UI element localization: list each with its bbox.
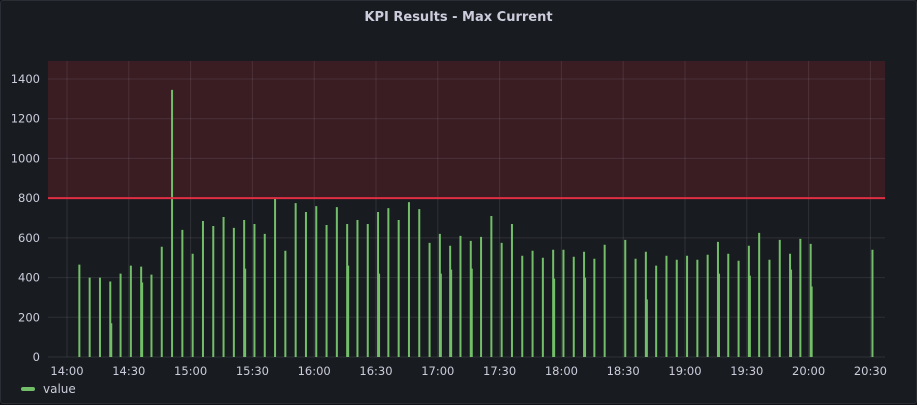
- x-tick-label: 20:30: [854, 364, 887, 378]
- y-tick-label: 200: [18, 310, 40, 324]
- x-tick-label: 15:30: [236, 364, 269, 378]
- y-tick-label: 800: [18, 191, 40, 205]
- x-tick-label: 14:00: [50, 364, 83, 378]
- y-tick-label: 1400: [11, 72, 40, 86]
- y-tick-label: 1000: [11, 151, 40, 165]
- legend-label: value: [43, 382, 76, 396]
- x-tick-label: 17:00: [421, 364, 454, 378]
- legend-item-value[interactable]: value: [21, 382, 76, 396]
- y-tick-label: 1200: [11, 112, 40, 126]
- x-tick-label: 20:00: [792, 364, 825, 378]
- threshold-region: [48, 61, 885, 199]
- x-tick-label: 18:30: [607, 364, 640, 378]
- x-tick-label: 15:00: [174, 364, 207, 378]
- y-tick-label: 400: [18, 271, 40, 285]
- x-tick-label: 14:30: [112, 364, 145, 378]
- legend-swatch: [21, 387, 35, 391]
- x-tick-label: 16:30: [359, 364, 392, 378]
- x-tick-label: 16:00: [298, 364, 331, 378]
- y-tick-label: 0: [33, 350, 40, 364]
- panel-title[interactable]: KPI Results - Max Current: [364, 10, 553, 25]
- x-tick-label: 17:30: [483, 364, 516, 378]
- y-tick-label: 600: [18, 231, 40, 245]
- x-tick-label: 18:00: [545, 364, 578, 378]
- x-tick-label: 19:30: [730, 364, 763, 378]
- x-tick-label: 19:00: [668, 364, 701, 378]
